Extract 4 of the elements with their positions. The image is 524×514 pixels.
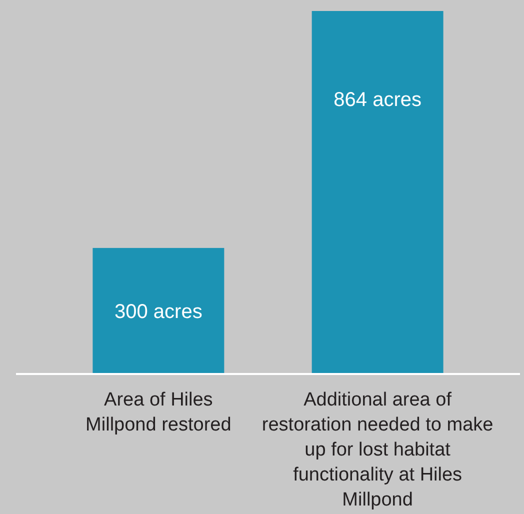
x-tick-label: Area of Hiles Millpond restored — [86, 390, 232, 436]
data-label: 300 acres — [114, 300, 202, 323]
data-label: 864 acres — [334, 89, 422, 111]
x-tick-label: Additional area of restoration needed to make up for lost habitat functionality at Hiles Millpond — [262, 390, 494, 511]
